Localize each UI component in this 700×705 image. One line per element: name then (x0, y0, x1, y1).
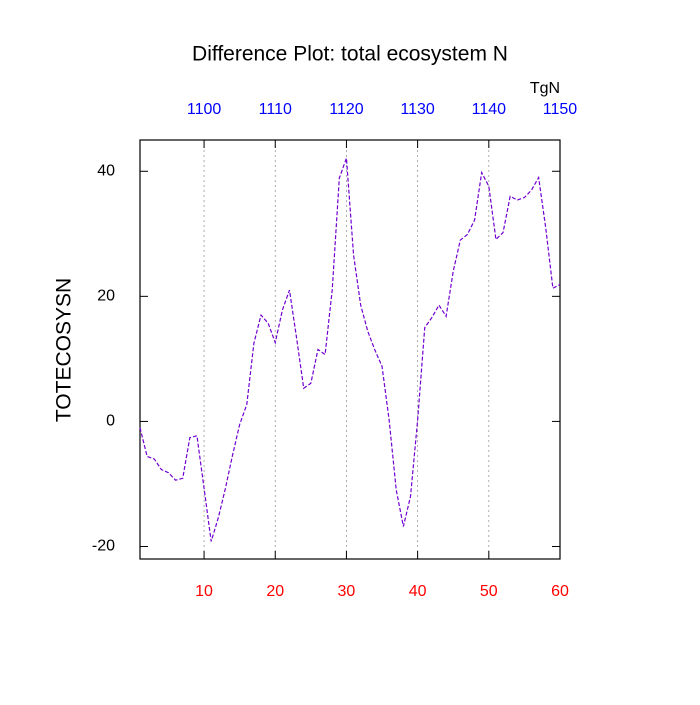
x2-tick-label: 1120 (329, 101, 364, 118)
x-tick-label: 20 (266, 583, 284, 600)
y-tick-label: 20 (97, 288, 115, 305)
y-tick-label: 0 (106, 413, 115, 430)
chart-title: Difference Plot: total ecosystem N (192, 43, 508, 66)
x-tick-label: 50 (480, 583, 498, 600)
x-tick-label: 60 (551, 583, 569, 600)
x2-tick-label: 1100 (187, 101, 222, 118)
x2-tick-label: 1130 (400, 101, 435, 118)
y-axis-label: TOTECOSYSN (53, 278, 76, 422)
x-tick-label: 30 (338, 583, 356, 600)
x2-unit-label: TgN (530, 80, 560, 97)
y-tick-label: -20 (92, 538, 115, 555)
x-tick-label: 10 (195, 583, 213, 600)
x2-tick-label: 1110 (259, 101, 292, 118)
x-tick-label: 40 (409, 583, 427, 600)
plot-frame (139, 139, 561, 560)
x2-tick-label: 1150 (543, 101, 578, 118)
y-tick-label: 40 (97, 162, 115, 179)
x2-tick-label: 1140 (472, 101, 507, 118)
data-line (139, 157, 561, 542)
